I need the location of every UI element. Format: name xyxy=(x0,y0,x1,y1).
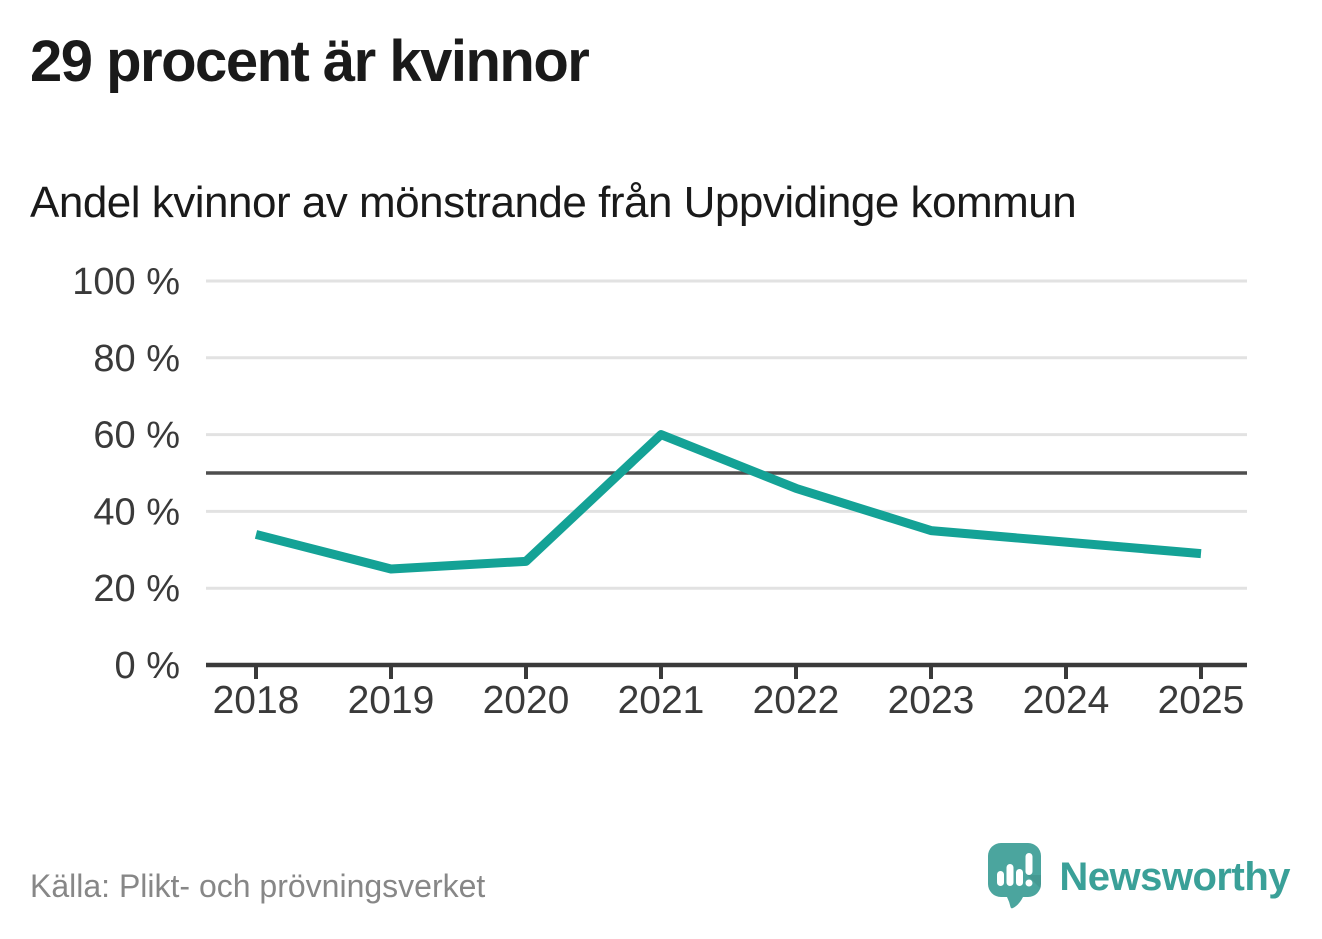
x-tick-label-2025: 2025 xyxy=(1158,679,1245,722)
y-tick-label-80: 80 % xyxy=(93,338,180,380)
y-tick-label-20: 20 % xyxy=(93,568,180,610)
y-tick-label-100: 100 % xyxy=(72,261,180,303)
x-tick-label-2018: 2018 xyxy=(213,679,300,722)
y-tick-label-60: 60 % xyxy=(93,415,180,457)
x-tick-label-2023: 2023 xyxy=(888,679,975,722)
y-tick-label-40: 40 % xyxy=(93,491,180,533)
brand-name: Newsworthy xyxy=(1059,854,1290,899)
gridlines xyxy=(206,279,1247,590)
chart-canvas: 0 % 20 % 40 % 60 % 80 % 100 % 2018 2019 2020 202… xyxy=(72,261,1247,722)
series-polyline xyxy=(254,430,1202,574)
x-axis xyxy=(206,662,1247,679)
newsworthy-brand: Newsworthy xyxy=(987,843,1290,911)
x-axis-labels: 2018 2019 2020 2021 2022 2023 2024 2025 xyxy=(213,679,1245,722)
x-tick-label-2019: 2019 xyxy=(348,679,435,722)
y-tick-label-0: 0 % xyxy=(115,645,180,687)
x-tick-label-2024: 2024 xyxy=(1023,679,1110,722)
x-tick-label-2020: 2020 xyxy=(483,679,570,722)
newsworthy-logo-icon xyxy=(988,843,1042,909)
data-series-line xyxy=(254,430,1202,574)
source-credit: Källa: Plikt- och prövningsverket xyxy=(30,868,486,904)
y-axis-labels: 0 % 20 % 40 % 60 % 80 % 100 % xyxy=(72,261,180,687)
chart-title: 29 procent är kvinnor xyxy=(30,29,590,94)
x-tick-label-2021: 2021 xyxy=(618,679,705,722)
line-chart: 0 % 20 % 40 % 60 % 80 % 100 % 2018 2019 2020 202… xyxy=(0,250,1322,760)
chart-subtitle: Andel kvinnor av mönstrande från Uppvidi… xyxy=(30,178,1077,227)
x-tick-label-2022: 2022 xyxy=(753,679,840,722)
